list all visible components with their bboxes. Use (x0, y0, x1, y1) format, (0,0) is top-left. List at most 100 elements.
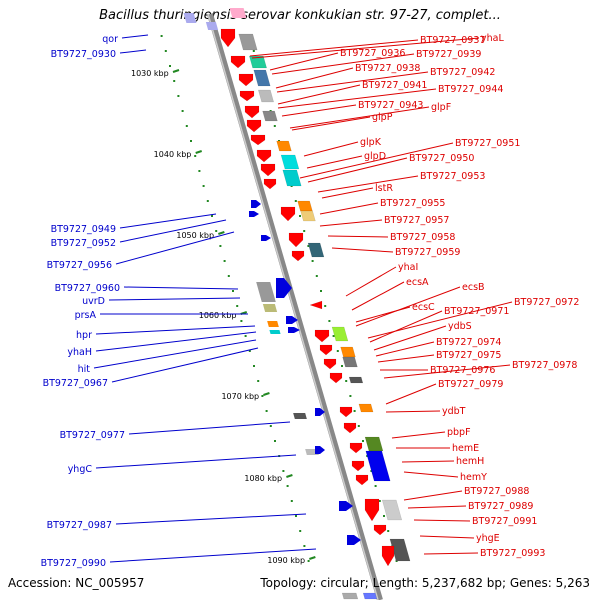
kbp-tick-mark (309, 556, 316, 560)
left-gene-leader (123, 286, 239, 290)
left-gene-leader (115, 513, 307, 525)
gene-feature (256, 149, 272, 163)
right-gene-leader (306, 155, 363, 169)
gene-feature (263, 178, 277, 190)
left-scale-rail-dot (160, 35, 163, 37)
right-gene-leader (351, 281, 405, 311)
right-gene-leader (317, 175, 419, 193)
right-scale-rail-dot (349, 395, 352, 397)
gene-feature (297, 200, 313, 212)
left-scale-rail-dot (307, 560, 310, 562)
right-gene-label: BT9727_0955 (380, 198, 445, 209)
right-gene-leader (331, 247, 394, 253)
gene-feature (244, 105, 260, 119)
right-gene-leader (327, 235, 389, 238)
right-gene-label: BT9727_0943 (358, 100, 423, 111)
right-scale-rail-dot (315, 275, 318, 277)
gene-feature (323, 358, 337, 370)
left-scale-rail-dot (261, 395, 264, 397)
right-gene-leader (369, 310, 443, 343)
right-gene-leader (289, 106, 430, 129)
right-gene-leader (319, 202, 379, 215)
right-gene-leader (423, 552, 479, 555)
gene-feature (343, 422, 357, 434)
gene-feature (262, 304, 278, 312)
gene-feature (348, 376, 364, 384)
gene-feature (293, 413, 307, 419)
right-gene-leader (277, 88, 437, 109)
kbp-tick-label: 1050 kbp (176, 231, 214, 240)
gene-feature (183, 13, 197, 23)
right-gene-leader (303, 141, 359, 157)
right-scale-rail-dot (328, 320, 331, 322)
right-gene-leader (383, 364, 511, 379)
left-scale-rail-dot (198, 170, 201, 172)
gene-feature (364, 436, 384, 452)
right-gene-label: hemE (452, 443, 479, 454)
left-gene-label: qor (102, 34, 118, 45)
left-gene-leader (109, 548, 317, 563)
topology-label: Topology: circular; Length: 5,237,682 bp… (260, 576, 590, 590)
gene-feature (373, 524, 387, 536)
right-scale-rail-dot (307, 245, 310, 247)
left-scale-rail-dot (227, 275, 230, 277)
right-gene-label: BT9727_0950 (409, 153, 474, 164)
right-gene-label: BT9727_0951 (455, 138, 520, 149)
left-scale-rail-dot (223, 260, 226, 262)
right-gene-leader (407, 505, 467, 509)
right-scale-rail-dot (324, 305, 327, 307)
right-gene-leader (385, 383, 437, 405)
right-gene-label: pbpF (447, 427, 471, 438)
right-gene-label: BT9727_0991 (472, 516, 537, 527)
right-scale-rail-dot (362, 440, 364, 442)
left-gene-leader (95, 325, 256, 335)
gene-feature (314, 329, 330, 343)
gene-feature (329, 372, 343, 384)
left-scale-rail-dot (240, 320, 243, 322)
right-gene-label: BT9727_0976 (430, 365, 495, 376)
left-scale-rail-dot (274, 440, 276, 442)
right-scale-rail-dot (378, 500, 381, 502)
right-gene-label: yhaL (481, 33, 504, 44)
gene-feature (238, 33, 258, 51)
right-scale-rail-dot (303, 230, 306, 232)
right-gene-leader (271, 53, 415, 75)
right-scale-rail-dot (332, 335, 335, 337)
left-gene-leader (119, 49, 147, 54)
right-scale-rail-dot (252, 50, 255, 52)
right-gene-label: BT9727_0938 (355, 63, 420, 74)
gene-feature (362, 592, 378, 600)
right-gene-label: BT9727_0971 (444, 306, 509, 317)
right-gene-leader (319, 219, 383, 227)
left-scale-rail-dot (202, 185, 205, 187)
gene-feature (282, 169, 302, 187)
left-scale-rail-dot (299, 530, 302, 532)
right-gene-leader (401, 460, 455, 463)
gene-feature (341, 592, 359, 600)
left-gene-label: BT9727_0967 (43, 378, 108, 389)
right-scale-rail-dot (273, 125, 276, 127)
right-scale-rail-dot (345, 380, 348, 382)
gene-feature (249, 211, 259, 217)
gene-feature (315, 408, 325, 416)
gene-feature (288, 232, 304, 248)
right-gene-label: hemY (460, 472, 487, 483)
right-gene-label: BT9727_0936 (340, 48, 405, 59)
right-scale-rail-dot (383, 515, 385, 517)
gene-feature (276, 278, 292, 298)
gene-feature (340, 346, 356, 358)
left-scale-rail-dot (206, 200, 209, 202)
left-gene-label: uvrD (82, 296, 105, 307)
accession-label: Accession: NC_005957 (8, 576, 145, 590)
left-gene-leader (95, 454, 297, 469)
left-scale-rail-dot (248, 350, 251, 352)
right-gene-leader (281, 104, 357, 117)
right-scale-rail-dot (299, 215, 301, 217)
right-gene-leader (375, 341, 435, 357)
right-gene-label: BT9727_0939 (416, 49, 481, 60)
gene-feature (309, 300, 323, 310)
right-scale-rail-dot (357, 425, 360, 427)
right-gene-leader (249, 39, 419, 57)
right-gene-leader (321, 187, 374, 199)
